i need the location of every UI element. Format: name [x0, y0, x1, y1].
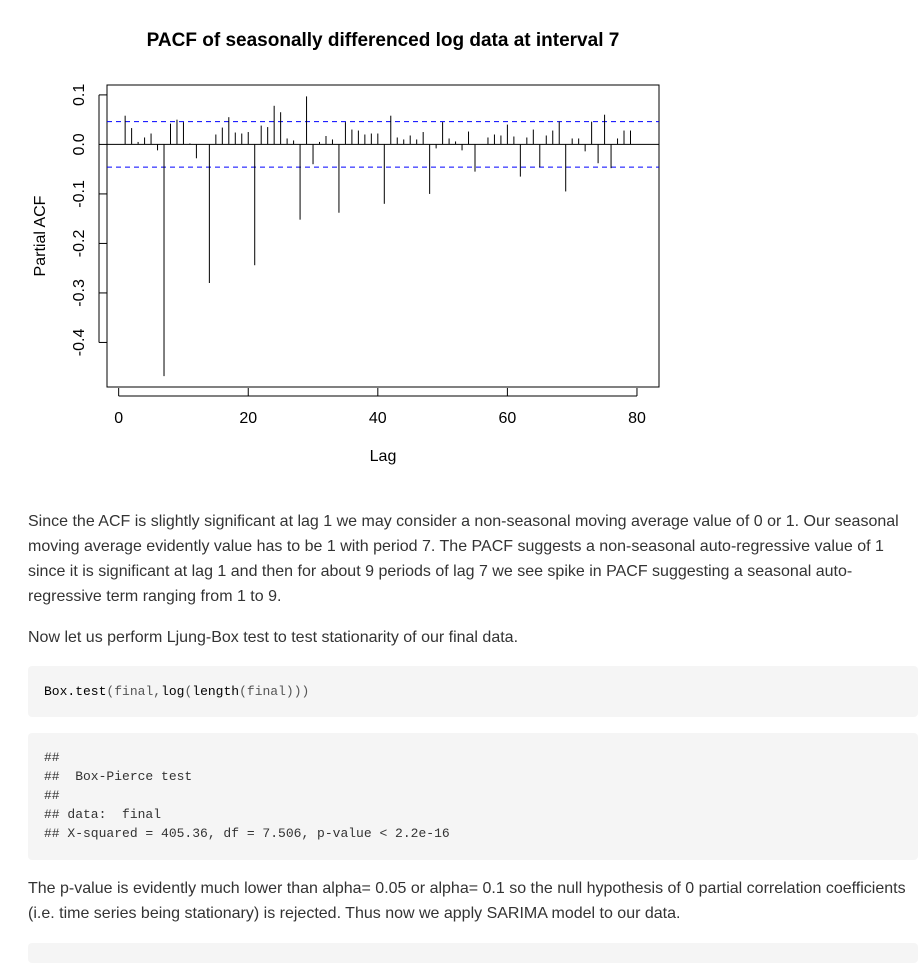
pacf-chart: PACF of seasonally differenced log data …: [32, 30, 660, 465]
output-line: ## Box-Pierce test: [44, 769, 193, 784]
code-function: Box.test: [44, 684, 107, 699]
output-line: ##: [44, 750, 60, 765]
y-tick-label: -0.1: [71, 180, 88, 208]
code-argument: final: [114, 684, 154, 699]
code-function: log: [161, 684, 185, 699]
code-block-box-test: Box.test(final,log(length(final))): [28, 666, 918, 717]
x-axis-label: Lag: [370, 448, 397, 465]
y-tick-label: -0.2: [71, 230, 88, 258]
x-axis: 0 20 40 60 80: [114, 388, 646, 427]
paragraph-interpretation: Since the ACF is slightly significant at…: [28, 513, 899, 605]
x-tick-label: 40: [369, 410, 387, 427]
code-punct: (: [184, 684, 193, 699]
paragraph-conclusion: The p-value is evidently much lower than…: [28, 880, 906, 922]
y-axis: -0.4 -0.3 -0.2 -0.1 0.0 0.1: [71, 84, 107, 357]
chart-title: PACF of seasonally differenced log data …: [147, 30, 620, 51]
y-axis-label: Partial ACF: [32, 195, 49, 276]
code-output-block: ## ## Box-Pierce test ## ## data: final ## X…: [28, 733, 918, 860]
y-tick-label: 0.1: [71, 84, 88, 106]
next-code-block: [28, 943, 918, 963]
x-tick-label: 80: [628, 410, 646, 427]
code-punct: ))): [285, 684, 310, 699]
x-tick-label: 0: [114, 410, 123, 427]
pacf-spikes: [124, 96, 631, 377]
code-punct: (: [106, 684, 115, 699]
x-tick-label: 60: [498, 410, 516, 427]
output-line: ## data: final: [44, 807, 162, 822]
output-line: ## X-squared = 405.36, df = 7.506, p-val…: [44, 826, 450, 841]
code-punct: ,: [153, 684, 162, 699]
code-function: length: [192, 684, 240, 699]
plot-frame: [106, 84, 660, 388]
y-tick-label: 0.0: [71, 133, 88, 155]
y-tick-label: -0.4: [71, 329, 88, 357]
y-tick-label: -0.3: [71, 279, 88, 307]
x-tick-label: 20: [239, 410, 257, 427]
code-punct: (: [239, 684, 247, 699]
code-argument: final: [246, 684, 286, 699]
output-line: ##: [44, 788, 60, 803]
paragraph-ljung-box-intro: Now let us perform Ljung-Box test to tes…: [28, 629, 519, 646]
